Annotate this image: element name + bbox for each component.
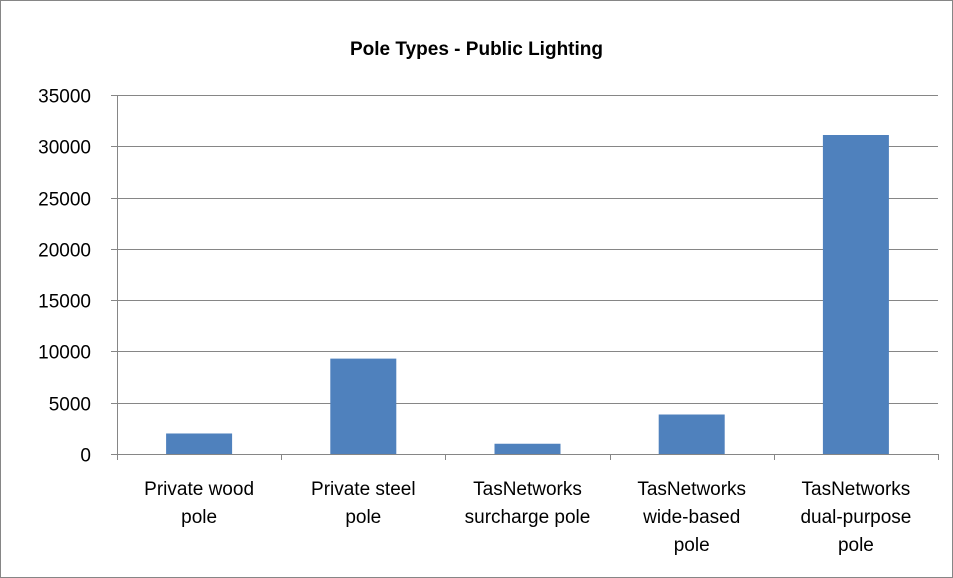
x-tick-label: Private steel — [311, 479, 416, 500]
y-tick-label: 25000 — [38, 190, 91, 211]
x-tick-label: TasNetworks — [637, 479, 746, 500]
x-tick-label: wide-based — [642, 507, 740, 528]
x-tick-label: TasNetworks — [802, 479, 911, 500]
y-tick-label: 0 — [80, 446, 91, 467]
chart-title: Pole Types - Public Lighting — [350, 39, 603, 60]
x-tick-label: pole — [345, 507, 381, 528]
x-tick-label: pole — [181, 507, 217, 528]
y-tick-label: 20000 — [38, 241, 91, 262]
x-tick-label: pole — [674, 535, 710, 556]
bar — [166, 433, 233, 454]
x-tick-label: TasNetworks — [473, 479, 582, 500]
y-tick-label: 35000 — [38, 87, 91, 108]
x-tick-label: surcharge pole — [465, 507, 591, 528]
bar — [494, 443, 561, 454]
bar — [658, 414, 725, 454]
bar — [330, 358, 397, 454]
y-tick-label: 30000 — [38, 138, 91, 159]
y-tick-label: 10000 — [38, 343, 91, 364]
bar — [822, 135, 889, 454]
x-tick-label: Private wood — [144, 479, 254, 500]
y-tick-label: 5000 — [49, 395, 91, 416]
x-tick-label: dual-purpose — [800, 507, 911, 528]
x-tick-label: pole — [838, 535, 874, 556]
y-tick-label: 15000 — [38, 292, 91, 313]
